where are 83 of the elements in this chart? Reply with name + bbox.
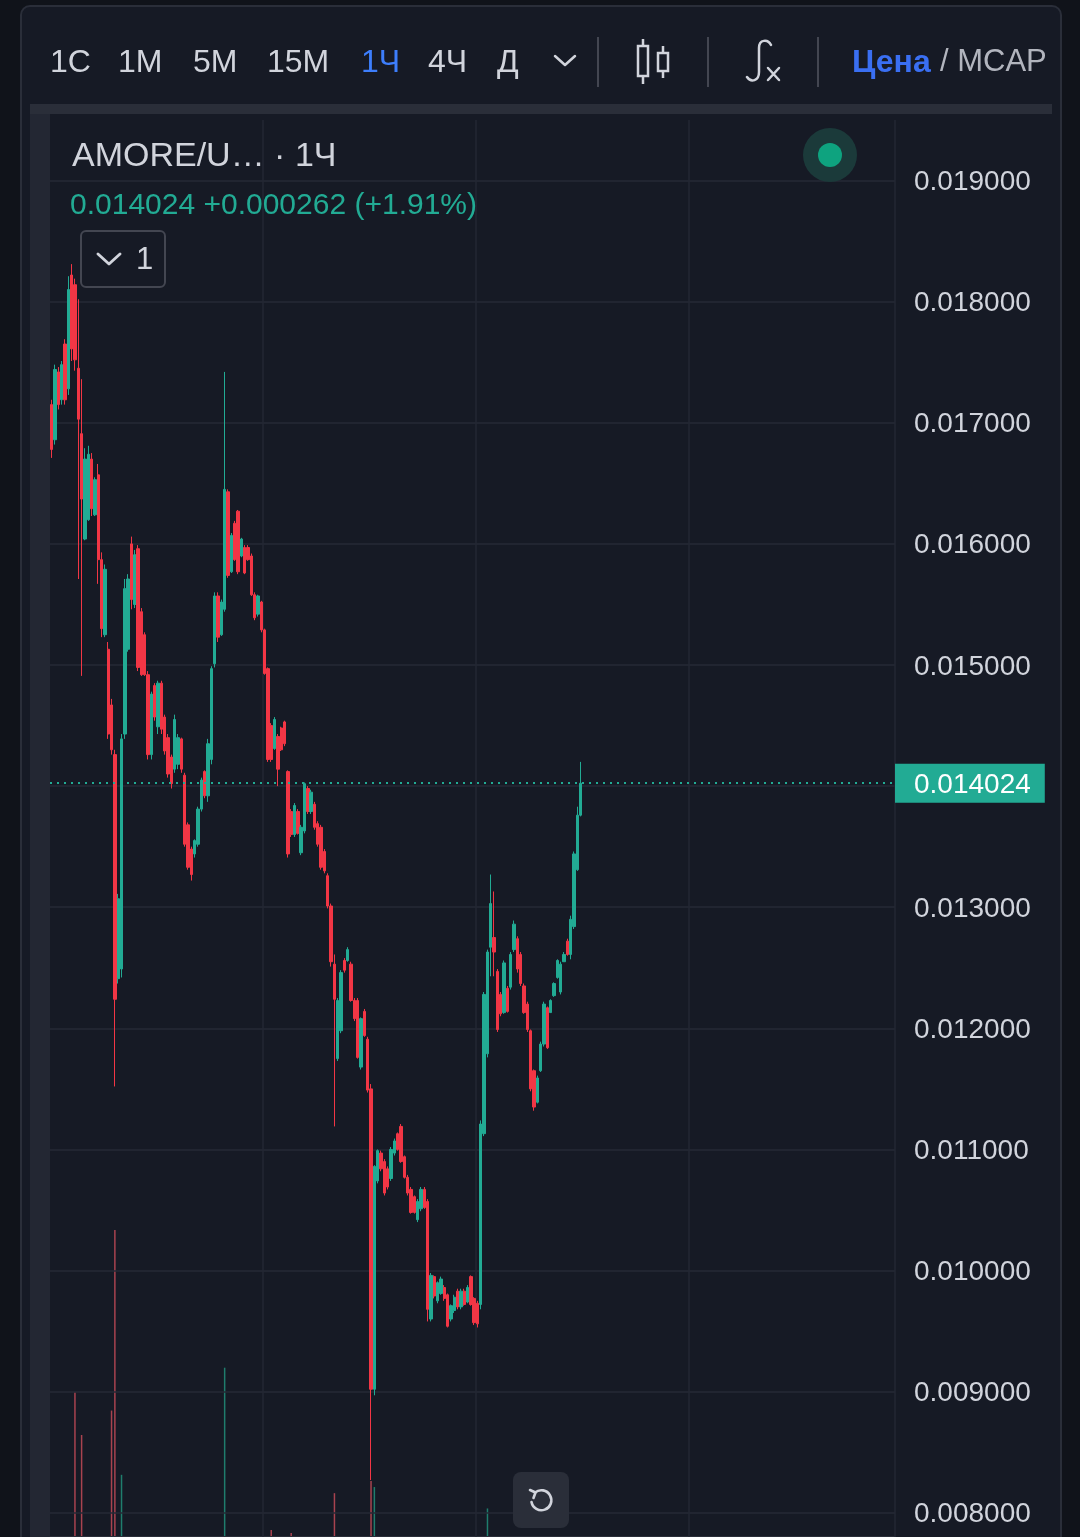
candlestick (236, 509, 240, 575)
y-tick-label: 0.012000 (914, 1012, 1031, 1044)
candlestick (213, 591, 216, 668)
candlestick (546, 1006, 549, 1050)
candlestick (283, 720, 286, 747)
candlestick (216, 591, 220, 643)
text: Д (497, 42, 519, 81)
candlestick (496, 968, 499, 1033)
candlestick (136, 544, 140, 672)
text: 5М (193, 42, 238, 81)
text: 1С (50, 42, 91, 81)
candlestick (506, 985, 509, 1014)
y-tick-label: 0.013000 (914, 891, 1031, 923)
text: 0.014024 +0.000262 (+1.91%) (70, 186, 478, 222)
candlestick (356, 997, 359, 1060)
candlestick (273, 716, 276, 751)
candlestick (463, 1288, 466, 1307)
text: 15М (267, 42, 330, 81)
candlestick (456, 1288, 459, 1310)
candlestick (512, 920, 516, 953)
candlestick (256, 594, 260, 618)
candlestick (436, 1280, 439, 1304)
candlestick (552, 981, 556, 998)
candlestick (293, 802, 296, 838)
candlestick (57, 366, 60, 410)
candlestick (150, 691, 153, 760)
y-tick-label: 0.015000 (914, 649, 1031, 681)
candlestick (559, 961, 562, 995)
candlestick (63, 338, 67, 406)
y-tick-label: 0.011000 (914, 1133, 1029, 1165)
candlestick (180, 737, 183, 774)
text: / MCAP (940, 42, 1047, 80)
candlestick (536, 1075, 539, 1104)
y-tick-label: 0.017000 (914, 407, 1031, 439)
candlestick (429, 1272, 433, 1322)
candlestick (296, 808, 300, 836)
candlestick (230, 532, 233, 574)
candlestick (466, 1284, 469, 1304)
y-tick-label: 0.016000 (914, 528, 1031, 560)
annotation: 1 (136, 240, 154, 278)
candlestick (319, 824, 323, 871)
candlestick (243, 544, 246, 575)
candlestick (476, 1300, 479, 1328)
candlestick (459, 1288, 463, 1310)
candlestick (203, 769, 206, 799)
text: 4Ч (428, 42, 468, 81)
y-tick-label: 0.010000 (914, 1255, 1031, 1287)
candlestick (343, 957, 346, 974)
candlestick (549, 998, 552, 1014)
candlestick (502, 960, 506, 1015)
candlestick (359, 1016, 363, 1071)
candlestick (67, 275, 70, 396)
text: 1Ч (361, 42, 401, 81)
y-tick-label: 0.008000 (914, 1497, 1031, 1529)
candlestick (156, 680, 160, 735)
candlestick (53, 364, 57, 446)
candlestick (226, 488, 230, 579)
candlestick (566, 938, 569, 957)
candlestick (83, 447, 87, 541)
candlestick (50, 399, 53, 459)
candlestick (103, 563, 107, 638)
candlestick (286, 769, 290, 859)
candlestick (240, 537, 243, 558)
candlestick (562, 951, 566, 963)
candlestick (60, 360, 63, 406)
candlestick (90, 452, 93, 517)
candlestick (346, 946, 349, 963)
candlestick (492, 890, 496, 977)
candlestick (309, 789, 313, 815)
chart-title: AMORE/U… · 1Ч (72, 134, 337, 174)
candlestick (363, 1008, 366, 1038)
candlestick (509, 951, 512, 991)
text: Цена (852, 42, 931, 81)
text: 1М (118, 42, 163, 81)
y-tick-label: 0.018000 (914, 286, 1031, 318)
candlestick (433, 1274, 436, 1299)
candlestick (130, 536, 133, 610)
ref-line-label: 0.014024 (914, 767, 1031, 799)
candlestick (93, 476, 97, 517)
candlestick (173, 714, 176, 774)
y-tick-label: 0.009000 (914, 1376, 1031, 1408)
candlestick (153, 682, 156, 722)
y-tick-label: 0.019000 (914, 165, 1031, 197)
